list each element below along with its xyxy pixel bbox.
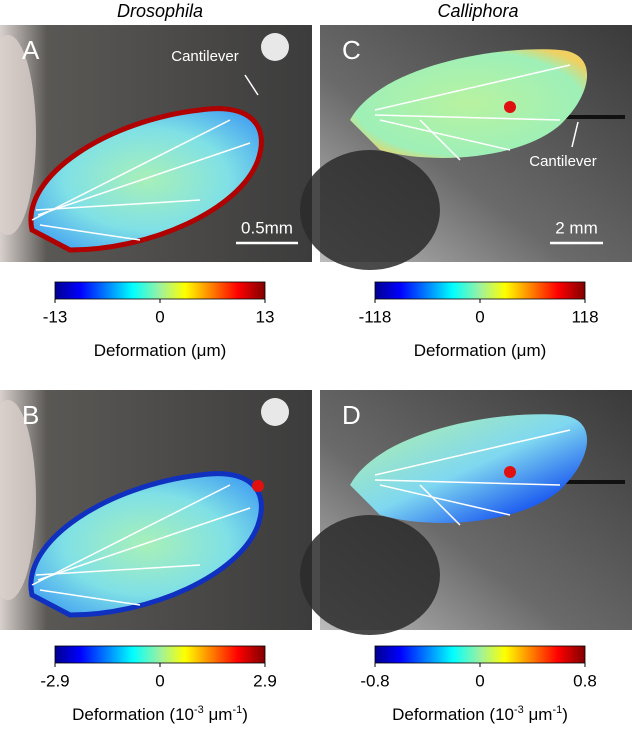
panel-letter: B: [22, 400, 39, 430]
annotation-line: [571, 121, 579, 148]
label-part: Deformation (10: [392, 705, 514, 724]
vein: [39, 589, 141, 606]
fly-body: [300, 150, 440, 270]
fly-body: [300, 515, 440, 635]
colorbar-tick-label: 118: [571, 307, 598, 326]
colorbar: [54, 281, 266, 300]
wing: [350, 414, 588, 523]
vein: [419, 484, 461, 526]
haltere: [261, 398, 289, 426]
vein: [31, 484, 231, 586]
colorbar-label: Deformation (10-3 μm-1): [392, 704, 568, 725]
scale-bar-label: 0.5mm: [241, 218, 293, 237]
colorbar-tick-label: -118: [359, 307, 392, 326]
scale-bar-label: 2 mm: [555, 218, 598, 237]
vein: [374, 114, 561, 121]
annotation: Cantilever: [171, 48, 239, 65]
vein: [379, 484, 511, 516]
vein: [374, 429, 571, 476]
annotation: Cantilever: [529, 153, 597, 170]
colorbar-tick-label: 13: [256, 307, 275, 326]
wing: [28, 106, 264, 253]
vein: [379, 119, 511, 151]
colorbar-tick-label: 0: [475, 307, 484, 326]
colorbar-label: Deformation (μm): [414, 341, 547, 360]
annotation-line: [244, 74, 259, 96]
label-part: -3: [514, 704, 524, 716]
wing: [350, 49, 588, 158]
panel-letter: C: [342, 35, 361, 65]
panel-letter: A: [22, 35, 40, 65]
force-point: [252, 480, 264, 492]
vein: [37, 142, 251, 216]
colorbar: [374, 281, 586, 300]
colorbar-tick-label: 0.8: [573, 671, 597, 690]
label-part: μm: [204, 705, 233, 724]
vein: [374, 479, 561, 486]
colorbar-tick-label: 0: [155, 671, 164, 690]
label-part: -1: [552, 704, 562, 716]
colorbar: [374, 645, 586, 664]
colorbar-tick-label: -13: [43, 307, 68, 326]
column-title: Calliphora: [437, 1, 518, 21]
colorbar-tick-label: -2.9: [40, 671, 69, 690]
colorbar: [54, 645, 266, 664]
vein: [37, 507, 251, 581]
label-part: -1: [232, 704, 242, 716]
force-point: [504, 101, 516, 113]
body-blob: [0, 35, 36, 235]
vein: [35, 199, 201, 211]
column-title: Drosophila: [117, 1, 203, 21]
label-part: μm: [524, 705, 553, 724]
label-part: -3: [194, 704, 204, 716]
force-point: [504, 466, 516, 478]
colorbar-tick-label: 0: [475, 671, 484, 690]
label-part: Deformation (10: [72, 705, 194, 724]
colorbar-tick-label: 0: [155, 307, 164, 326]
panel-letter: D: [342, 400, 361, 430]
body-blob: [0, 400, 36, 600]
label-part: ): [562, 705, 568, 724]
colorbar-tick-label: 2.9: [253, 671, 277, 690]
label-part: ): [242, 705, 248, 724]
colorbar-tick-label: -0.8: [360, 671, 389, 690]
vein: [31, 119, 231, 221]
vein: [39, 224, 141, 241]
vein: [35, 564, 201, 576]
colorbar-label: Deformation (10-3 μm-1): [72, 704, 248, 725]
label-part: Deformation (μm): [94, 341, 227, 360]
vein: [374, 64, 571, 111]
colorbar-label: Deformation (μm): [94, 341, 227, 360]
label-part: Deformation (μm): [414, 341, 547, 360]
haltere: [261, 33, 289, 61]
vein: [419, 119, 461, 161]
